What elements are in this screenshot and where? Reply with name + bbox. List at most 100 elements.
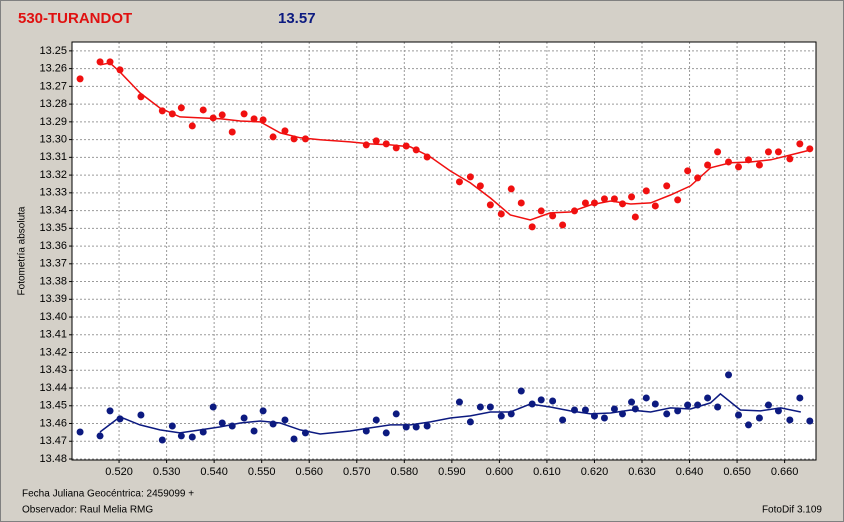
data-point (694, 401, 702, 409)
data-point (619, 410, 627, 418)
data-point (269, 420, 277, 428)
y-tick-label: 13.43 (39, 364, 67, 376)
data-point (301, 429, 309, 437)
data-point (106, 58, 114, 66)
data-point (228, 128, 236, 136)
data-point (76, 428, 84, 436)
data-point (158, 436, 166, 444)
data-point (188, 122, 196, 130)
data-point (628, 398, 636, 406)
data-point (581, 406, 589, 414)
y-tick-label: 13.47 (39, 435, 67, 447)
x-tick-label: 0.530 (153, 466, 181, 478)
data-point (570, 406, 578, 414)
data-point (735, 411, 743, 419)
magnitude: 13.57 (278, 10, 316, 27)
data-point (774, 407, 782, 415)
x-tick-label: 0.610 (533, 466, 561, 478)
data-point (755, 414, 763, 422)
data-point (642, 187, 650, 195)
y-tick-label: 13.37 (39, 258, 67, 270)
object-title: 530-TURANDOT (18, 10, 132, 27)
x-tick-label: 0.540 (200, 466, 228, 478)
data-point (402, 142, 410, 150)
y-tick-label: 13.30 (39, 134, 67, 146)
data-point (610, 195, 618, 203)
data-point (642, 394, 650, 402)
y-tick-label: 13.41 (39, 329, 67, 341)
x-tick-label: 0.640 (676, 466, 704, 478)
y-tick-label: 13.42 (39, 346, 67, 358)
data-point (269, 133, 277, 141)
data-point (362, 427, 370, 435)
data-point (382, 140, 390, 148)
data-point (651, 400, 659, 408)
y-tick-label: 13.26 (39, 63, 67, 75)
data-point (600, 414, 608, 422)
data-point (725, 371, 733, 379)
y-tick-label: 13.25 (39, 45, 67, 57)
data-point (581, 199, 589, 207)
x-tick-label: 0.520 (105, 466, 133, 478)
y-tick-label: 13.31 (39, 151, 67, 163)
x-tick-label: 0.590 (438, 466, 466, 478)
data-point (528, 400, 536, 408)
data-point (755, 161, 763, 169)
data-point (250, 427, 258, 435)
data-point (610, 405, 618, 413)
data-point (301, 135, 309, 143)
y-tick-label: 13.32 (39, 169, 67, 181)
data-point (423, 422, 431, 430)
trend-line (99, 392, 801, 435)
data-point (402, 423, 410, 431)
data-point (96, 58, 104, 66)
observer: Observador: Raul Melia RMG (22, 505, 153, 516)
data-point (290, 135, 298, 143)
data-point (537, 207, 545, 215)
data-point (684, 401, 692, 409)
data-point (96, 432, 104, 440)
data-point (228, 422, 236, 430)
data-point (764, 401, 772, 409)
data-point (209, 114, 217, 122)
data-point (116, 415, 124, 423)
data-point (674, 407, 682, 415)
y-tick-label: 13.36 (39, 240, 67, 252)
y-tick-label: 13.34 (39, 204, 67, 216)
data-point (796, 140, 804, 148)
data-point (725, 158, 733, 166)
y-tick-label: 13.35 (39, 222, 67, 234)
data-point (704, 161, 712, 169)
plot-layer (72, 42, 816, 460)
y-tick-label: 13.45 (39, 400, 67, 412)
data-point (517, 199, 525, 207)
x-tick-label: 0.570 (343, 466, 371, 478)
data-point (774, 148, 782, 156)
x-tick-label: 0.600 (486, 466, 514, 478)
data-point (735, 163, 743, 171)
data-point (497, 412, 505, 420)
data-point (158, 107, 166, 115)
data-point (218, 111, 226, 119)
y-tick-label: 13.39 (39, 293, 67, 305)
data-point (466, 173, 474, 181)
y-tick-label: 13.29 (39, 116, 67, 128)
data-point (412, 146, 420, 154)
data-point (177, 104, 185, 112)
data-point (714, 148, 722, 156)
x-axis-label: Fecha Juliana Geocéntrica: 2459099 + (22, 489, 194, 500)
y-tick-label: 13.46 (39, 417, 67, 429)
x-tick-label: 0.660 (771, 466, 799, 478)
data-point (455, 178, 463, 186)
data-point (392, 410, 400, 418)
data-point (168, 110, 176, 118)
data-point (188, 433, 196, 441)
software: FotoDif 3.109 (762, 505, 822, 516)
data-point (549, 397, 557, 405)
data-point (209, 403, 217, 411)
data-point (250, 115, 258, 123)
y-tick-label: 13.33 (39, 187, 67, 199)
data-point (290, 435, 298, 443)
data-point (517, 387, 525, 395)
data-point (549, 212, 557, 220)
